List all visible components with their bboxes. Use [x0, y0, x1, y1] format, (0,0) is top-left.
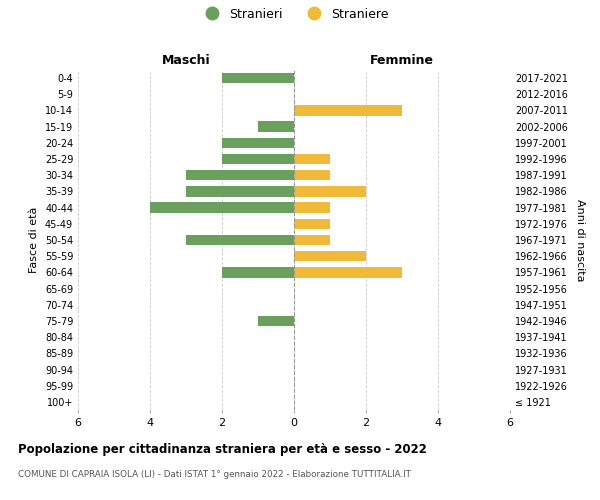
Y-axis label: Anni di nascita: Anni di nascita: [575, 198, 584, 281]
Text: COMUNE DI CAPRAIA ISOLA (LI) - Dati ISTAT 1° gennaio 2022 - Elaborazione TUTTITA: COMUNE DI CAPRAIA ISOLA (LI) - Dati ISTA…: [18, 470, 411, 479]
Bar: [294, 251, 366, 262]
Bar: [294, 234, 330, 246]
Bar: [294, 186, 366, 196]
Bar: [294, 202, 330, 213]
Text: Femmine: Femmine: [370, 54, 434, 67]
Bar: [150, 202, 294, 213]
Bar: [294, 170, 330, 180]
Bar: [186, 234, 294, 246]
Bar: [222, 267, 294, 278]
Bar: [186, 170, 294, 180]
Bar: [222, 154, 294, 164]
Bar: [186, 186, 294, 196]
Bar: [294, 267, 402, 278]
Bar: [222, 138, 294, 148]
Y-axis label: Fasce di età: Fasce di età: [29, 207, 39, 273]
Legend: Stranieri, Straniere: Stranieri, Straniere: [194, 3, 394, 26]
Bar: [294, 105, 402, 116]
Bar: [294, 218, 330, 229]
Bar: [222, 73, 294, 84]
Text: Maschi: Maschi: [161, 54, 211, 67]
Bar: [258, 316, 294, 326]
Bar: [258, 122, 294, 132]
Text: Popolazione per cittadinanza straniera per età e sesso - 2022: Popolazione per cittadinanza straniera p…: [18, 442, 427, 456]
Bar: [294, 154, 330, 164]
